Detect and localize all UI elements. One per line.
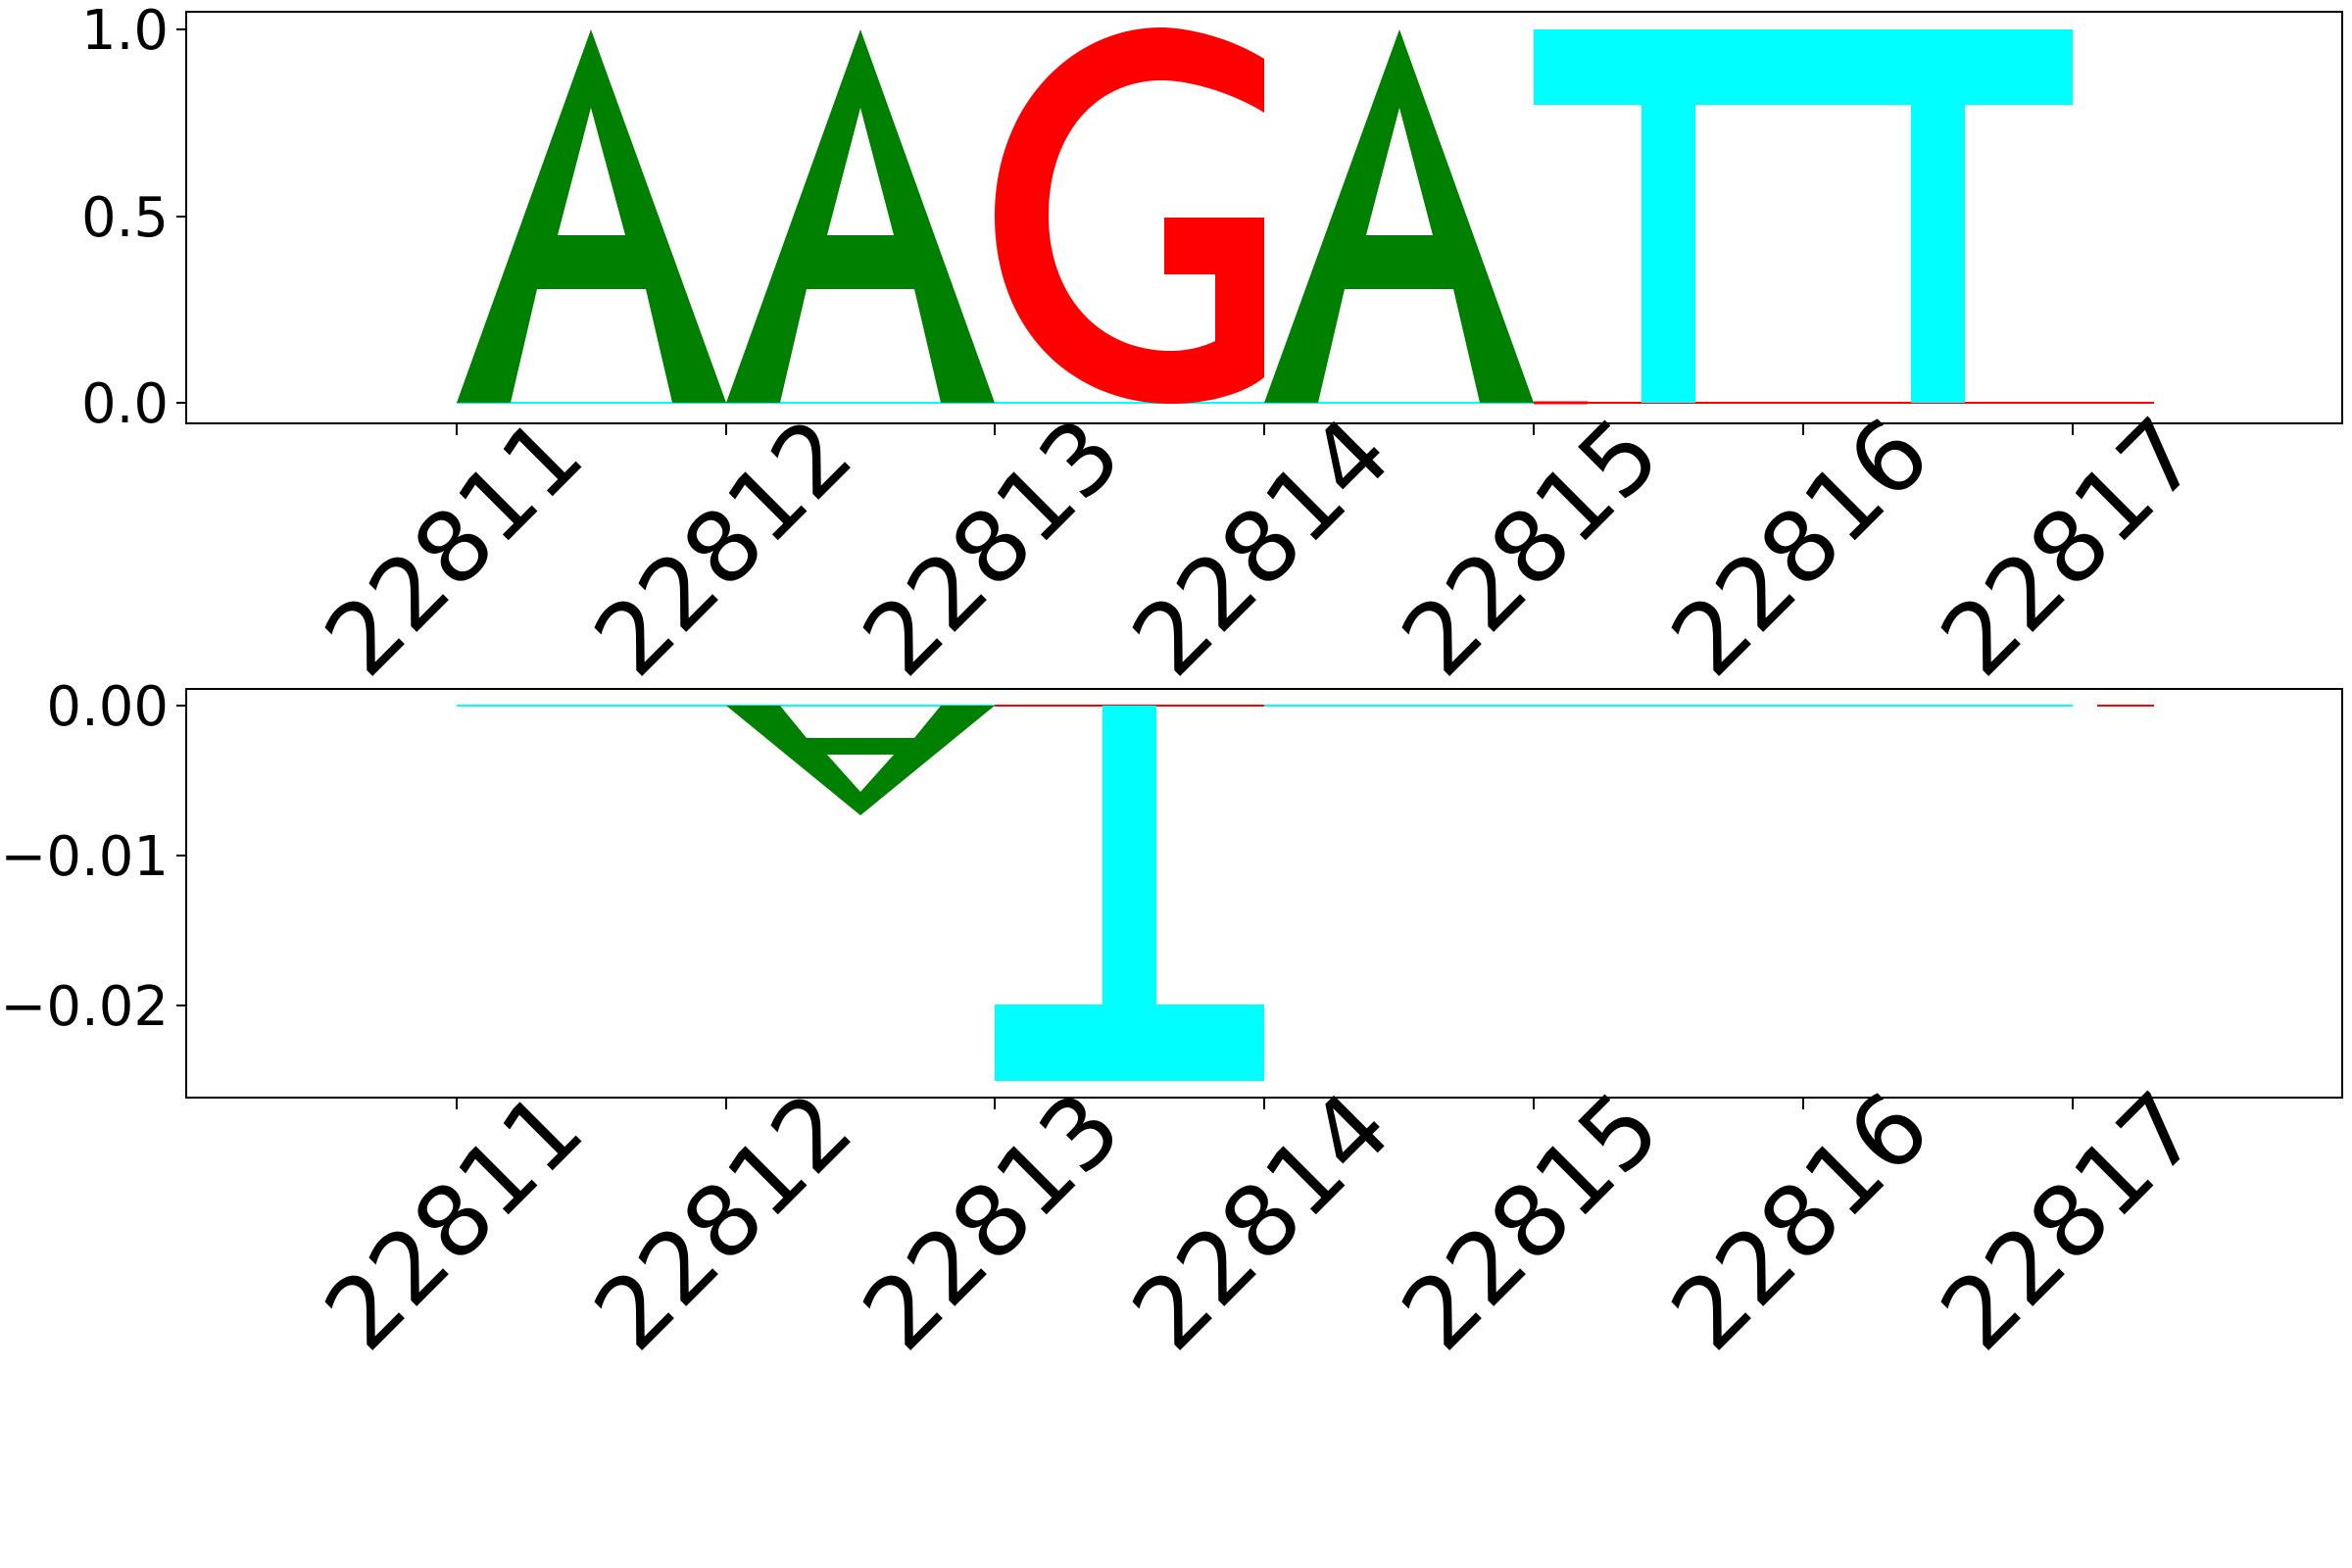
y-tick-label: 0.00 <box>46 675 169 739</box>
logo-letter-A <box>1264 29 1534 403</box>
logo-letter-A <box>726 29 995 403</box>
top-y-axis: 1.0 0.5 0.0 <box>81 0 186 436</box>
logo-letter-T <box>1534 29 1803 403</box>
logo-letter-G <box>995 27 1264 404</box>
logo-letter-A <box>726 706 995 815</box>
y-tick-label: −0.02 <box>0 975 169 1039</box>
logo-letter-T <box>995 706 1264 1081</box>
logo-letter-T <box>1803 29 2073 403</box>
y-tick-label: 0.0 <box>81 372 169 436</box>
y-tick-label: 1.0 <box>81 0 169 63</box>
bottom-y-axis: 0.00 −0.01 −0.02 <box>0 675 186 1039</box>
logo-letter-A <box>457 29 726 403</box>
y-tick-label: −0.01 <box>0 825 169 889</box>
y-tick-label: 0.5 <box>81 186 169 250</box>
